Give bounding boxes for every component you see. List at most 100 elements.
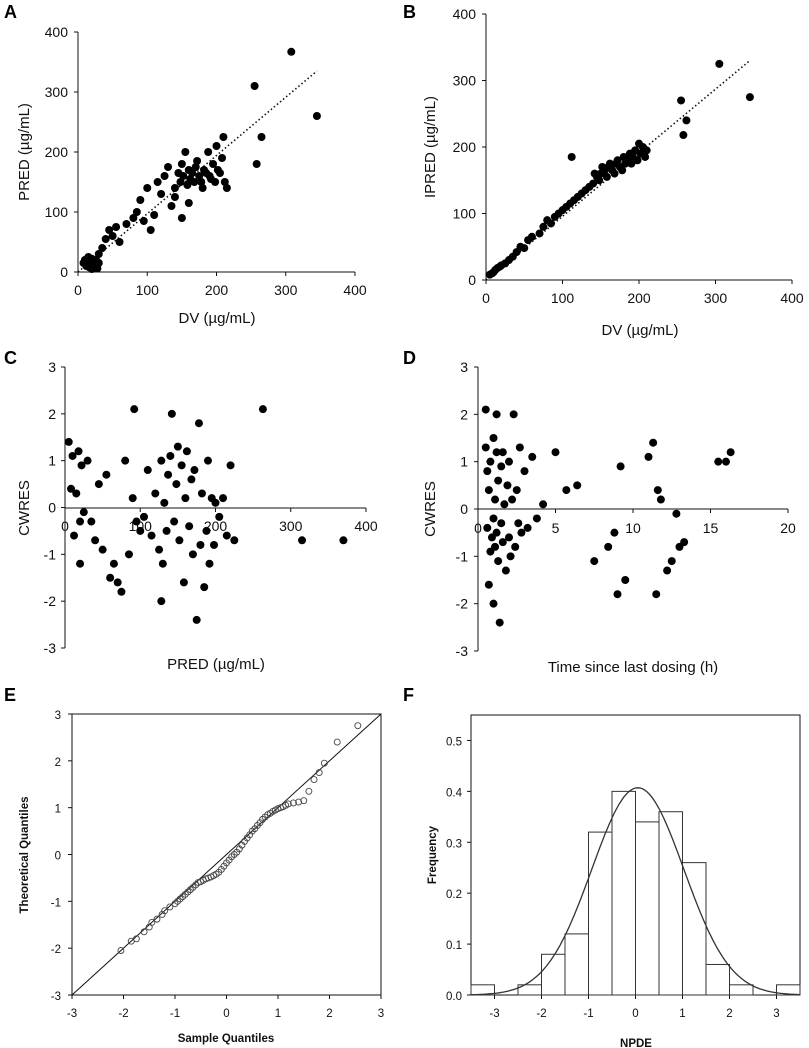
y-tick-label: -3 <box>456 643 469 659</box>
data-point <box>649 438 658 447</box>
data-point <box>481 405 490 414</box>
y-axis-label: Theoretical Quantiles <box>19 797 31 914</box>
x-tick-label: 200 <box>205 282 229 298</box>
data-point <box>523 523 532 532</box>
panel-d: D 0 5 10 15 20 -3 -2 -1 0 1 2 3 Time since last dosin… <box>403 348 796 676</box>
data-point <box>252 160 261 168</box>
y-tick-label: 0.1 <box>446 940 462 952</box>
histogram-bar <box>470 984 495 996</box>
data-point <box>109 559 118 568</box>
y-tick-label: 0 <box>60 264 68 280</box>
data-point <box>143 184 152 192</box>
data-point <box>503 481 512 490</box>
y-tick-label: 1 <box>55 804 61 816</box>
data-point <box>184 199 193 207</box>
x-tick-label: 2 <box>326 1008 332 1020</box>
histogram-bar <box>541 953 566 996</box>
data-point <box>132 208 141 216</box>
data-point <box>136 196 145 204</box>
data-point <box>132 935 140 943</box>
data-point <box>222 184 231 192</box>
data-point <box>106 573 115 582</box>
panel-letter-a: A <box>4 2 17 22</box>
y-tick-label: 0.5 <box>446 736 462 748</box>
data-point <box>539 500 548 509</box>
data-point <box>188 169 197 177</box>
data-point <box>70 531 79 540</box>
x-tick-label: 5 <box>552 520 560 536</box>
data-point <box>188 550 197 559</box>
data-point <box>102 470 111 479</box>
data-point <box>196 540 205 549</box>
data-point <box>117 587 126 596</box>
data-point <box>627 159 636 168</box>
y-tick-label: 2 <box>460 406 468 422</box>
data-point <box>211 178 220 186</box>
panel-b: B 0 100 200 300 400 0 100 200 300 400 DV (µg/mL) IPR… <box>403 2 804 339</box>
x-tick-label: 2 <box>726 1008 732 1020</box>
x-tick-label: 3 <box>773 1008 779 1020</box>
data-point <box>483 523 492 532</box>
data-point <box>722 457 730 466</box>
data-point <box>64 437 73 446</box>
data-point <box>143 466 152 475</box>
data-point <box>551 448 560 457</box>
data-point <box>204 148 213 156</box>
data-point <box>68 451 77 460</box>
data-point <box>501 566 510 575</box>
data-point <box>215 512 224 521</box>
y-tick-label: -1 <box>51 897 61 909</box>
x-tick-label: 100 <box>136 282 160 298</box>
data-point <box>185 522 194 531</box>
data-point <box>122 220 131 228</box>
panel-a: A 0 100 200 300 400 0 100 200 300 400 DV (µg/mL) PRE… <box>4 2 367 327</box>
x-tick-label: 300 <box>704 290 728 306</box>
data-point <box>151 489 160 498</box>
y-tick-label: 1 <box>460 454 468 470</box>
data-point <box>505 457 513 466</box>
data-point <box>511 542 520 551</box>
data-point <box>305 787 313 795</box>
data-point <box>512 486 521 495</box>
data-point <box>147 531 156 540</box>
data-point <box>484 486 493 495</box>
x-tick-label: 400 <box>354 518 378 534</box>
data-point <box>714 457 723 466</box>
y-tick-label: 0.4 <box>446 787 463 799</box>
x-tick-label: 400 <box>780 290 804 306</box>
y-axis-label: CWRES <box>422 481 439 537</box>
data-point <box>140 512 149 521</box>
qq-reference-line <box>71 713 382 996</box>
data-point <box>506 552 515 561</box>
y-tick-label: 0 <box>48 500 56 516</box>
y-tick-label: -2 <box>456 596 469 612</box>
y-tick-label: 3 <box>460 359 468 375</box>
data-point <box>175 536 184 545</box>
data-point <box>177 160 186 168</box>
data-point <box>492 448 501 457</box>
data-point <box>74 447 83 456</box>
x-tick-label: 0 <box>74 282 82 298</box>
data-point <box>179 172 188 180</box>
data-point <box>613 590 622 599</box>
data-point <box>300 797 308 805</box>
data-point <box>642 146 651 155</box>
y-tick-label: -3 <box>51 991 61 1003</box>
histogram-bar <box>729 984 754 996</box>
data-point <box>508 495 517 504</box>
data-point <box>94 480 103 489</box>
data-point <box>170 193 179 201</box>
data-point <box>618 166 627 175</box>
x-tick-label: -2 <box>536 1008 546 1020</box>
data-point <box>160 498 169 507</box>
y-tick-label: 200 <box>45 144 69 160</box>
data-point <box>250 82 259 90</box>
data-point <box>295 798 303 806</box>
data-point <box>663 566 672 575</box>
data-point <box>209 540 218 549</box>
data-point <box>129 214 138 222</box>
data-point <box>621 576 630 584</box>
data-point <box>644 452 653 461</box>
data-point <box>140 928 148 936</box>
data-point <box>198 184 207 192</box>
